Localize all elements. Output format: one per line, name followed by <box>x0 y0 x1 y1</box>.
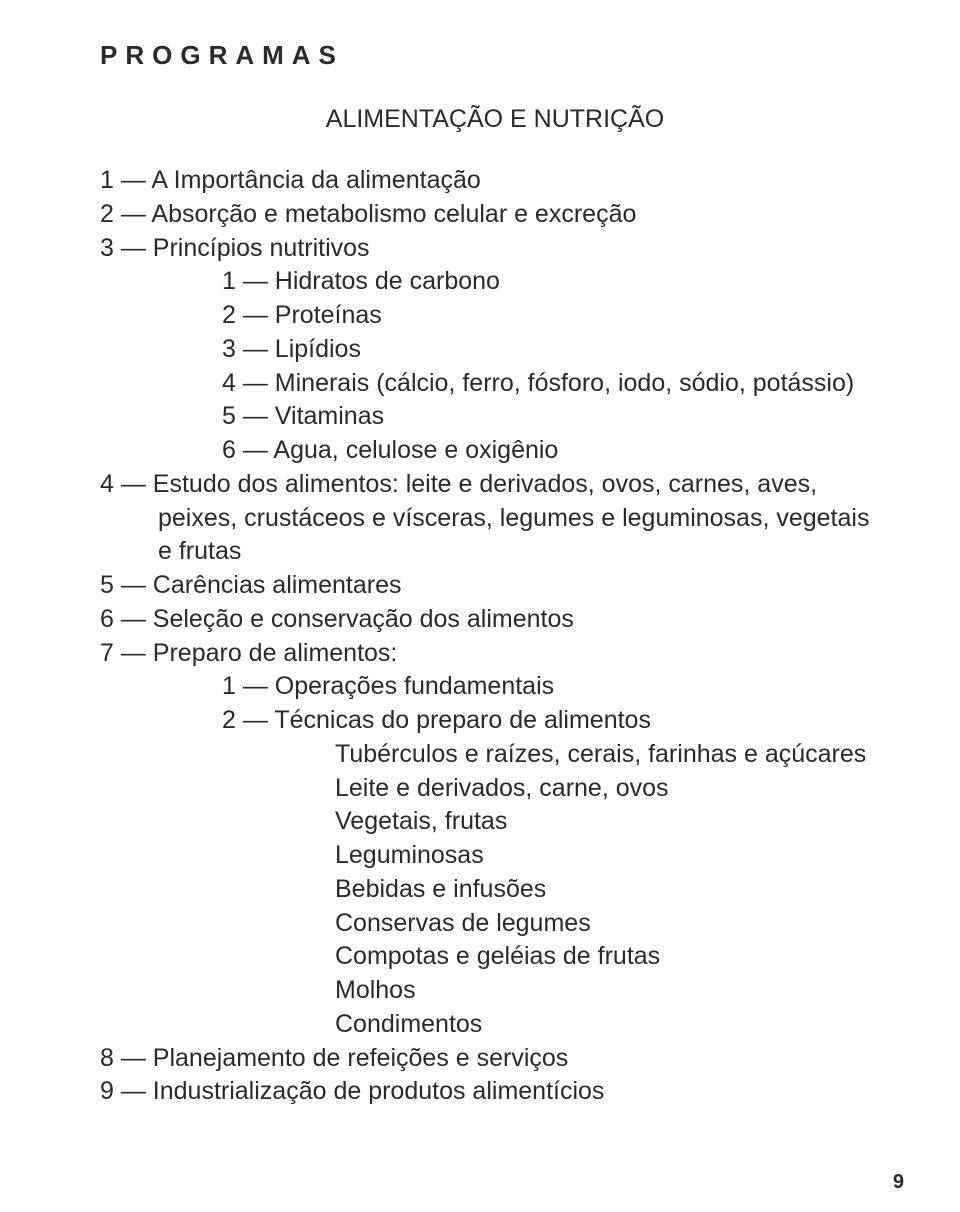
section-title: ALIMENTAÇÃO E NUTRIÇÃO <box>100 105 890 134</box>
list-subsubitem: Leite e derivados, carne, ovos <box>100 772 890 806</box>
list-item: 3 — Princípios nutritivos <box>100 232 890 266</box>
document-page: PROGRAMAS ALIMENTAÇÃO E NUTRIÇÃO 1 — A I… <box>0 0 960 1212</box>
list-item: 2 — Absorção e metabolismo celular e exc… <box>100 198 890 232</box>
list-subsubitem: Compotas e geléias de frutas <box>100 940 890 974</box>
list-subitem: 1 — Hidratos de carbono <box>100 265 890 299</box>
list-subitem: 4 — Minerais (cálcio, ferro, fósforo, io… <box>100 367 890 401</box>
list-subitem: 6 — Agua, celulose e oxigênio <box>100 434 890 468</box>
list-subitem: 2 — Proteínas <box>100 299 890 333</box>
page-header: PROGRAMAS <box>100 40 890 71</box>
list-subitem: 1 — Operações fundamentais <box>100 670 890 704</box>
list-subsubitem: Bebidas e infusões <box>100 873 890 907</box>
list-item: 6 — Seleção e conservação dos alimentos <box>100 603 890 637</box>
page-number: 9 <box>893 1171 900 1194</box>
list-item: 9 — Industrialização de produtos aliment… <box>100 1075 890 1109</box>
list-subitem: 3 — Lipídios <box>100 333 890 367</box>
list-item: 7 — Preparo de alimentos: <box>100 637 890 671</box>
list-subsubitem: Condimentos <box>100 1008 890 1042</box>
list-item: 1 — A Importância da alimentação <box>100 164 890 198</box>
list-subitem: 5 — Vitaminas <box>100 400 890 434</box>
list-subsubitem: Molhos <box>100 974 890 1008</box>
list-item: 8 — Planejamento de refeições e serviços <box>100 1042 890 1076</box>
list-item: 5 — Carências alimentares <box>100 569 890 603</box>
list-subsubitem: Vegetais, frutas <box>100 805 890 839</box>
list-subitem: 2 — Técnicas do preparo de alimentos <box>100 704 890 738</box>
list-subsubitem: Conservas de legumes <box>100 907 890 941</box>
list-subsubitem: Tubérculos e raízes, cerais, farinhas e … <box>100 738 890 772</box>
list-subsubitem: Leguminosas <box>100 839 890 873</box>
list-item: 4 — Estudo dos alimentos: leite e deriva… <box>100 468 890 569</box>
